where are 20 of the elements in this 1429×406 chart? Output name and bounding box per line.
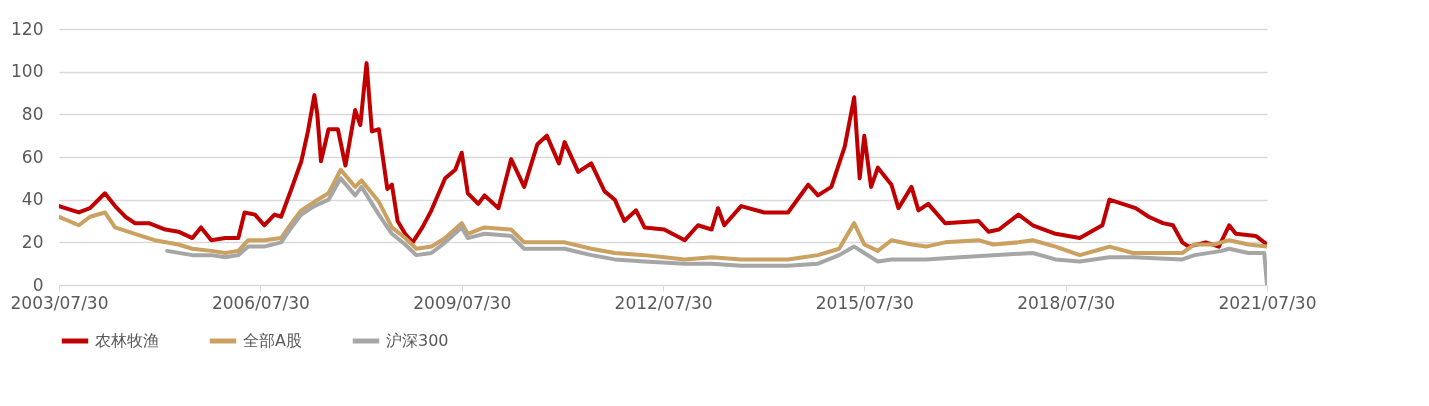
y-tick-label: 60 (21, 146, 44, 167)
line-series (59, 61, 1267, 249)
x-tick-label: 2003/07/30 (10, 292, 109, 313)
legend-label: 沪深300 (386, 331, 449, 350)
legend-label: 农林牧渔 (95, 331, 159, 350)
x-tick-label: 2006/07/30 (211, 292, 310, 313)
legend-label: 全部A股 (243, 331, 302, 350)
line-series (59, 167, 1267, 262)
x-tick-label: 2009/07/30 (413, 292, 512, 313)
x-tick-label: 2012/07/30 (614, 292, 713, 313)
y-tick-label: 0 (32, 274, 44, 295)
x-tick-label: 2015/07/30 (815, 292, 914, 313)
line-series (165, 176, 1267, 285)
y-tick-label: 100 (11, 61, 44, 82)
x-tick-label: 2018/07/30 (1017, 292, 1116, 313)
x-tick-label: 2021/07/30 (1218, 292, 1317, 313)
y-tick-label: 120 (11, 18, 44, 39)
y-tick-label: 80 (21, 103, 44, 124)
y-tick-label: 20 (21, 231, 44, 252)
y-tick-label: 40 (21, 189, 44, 210)
